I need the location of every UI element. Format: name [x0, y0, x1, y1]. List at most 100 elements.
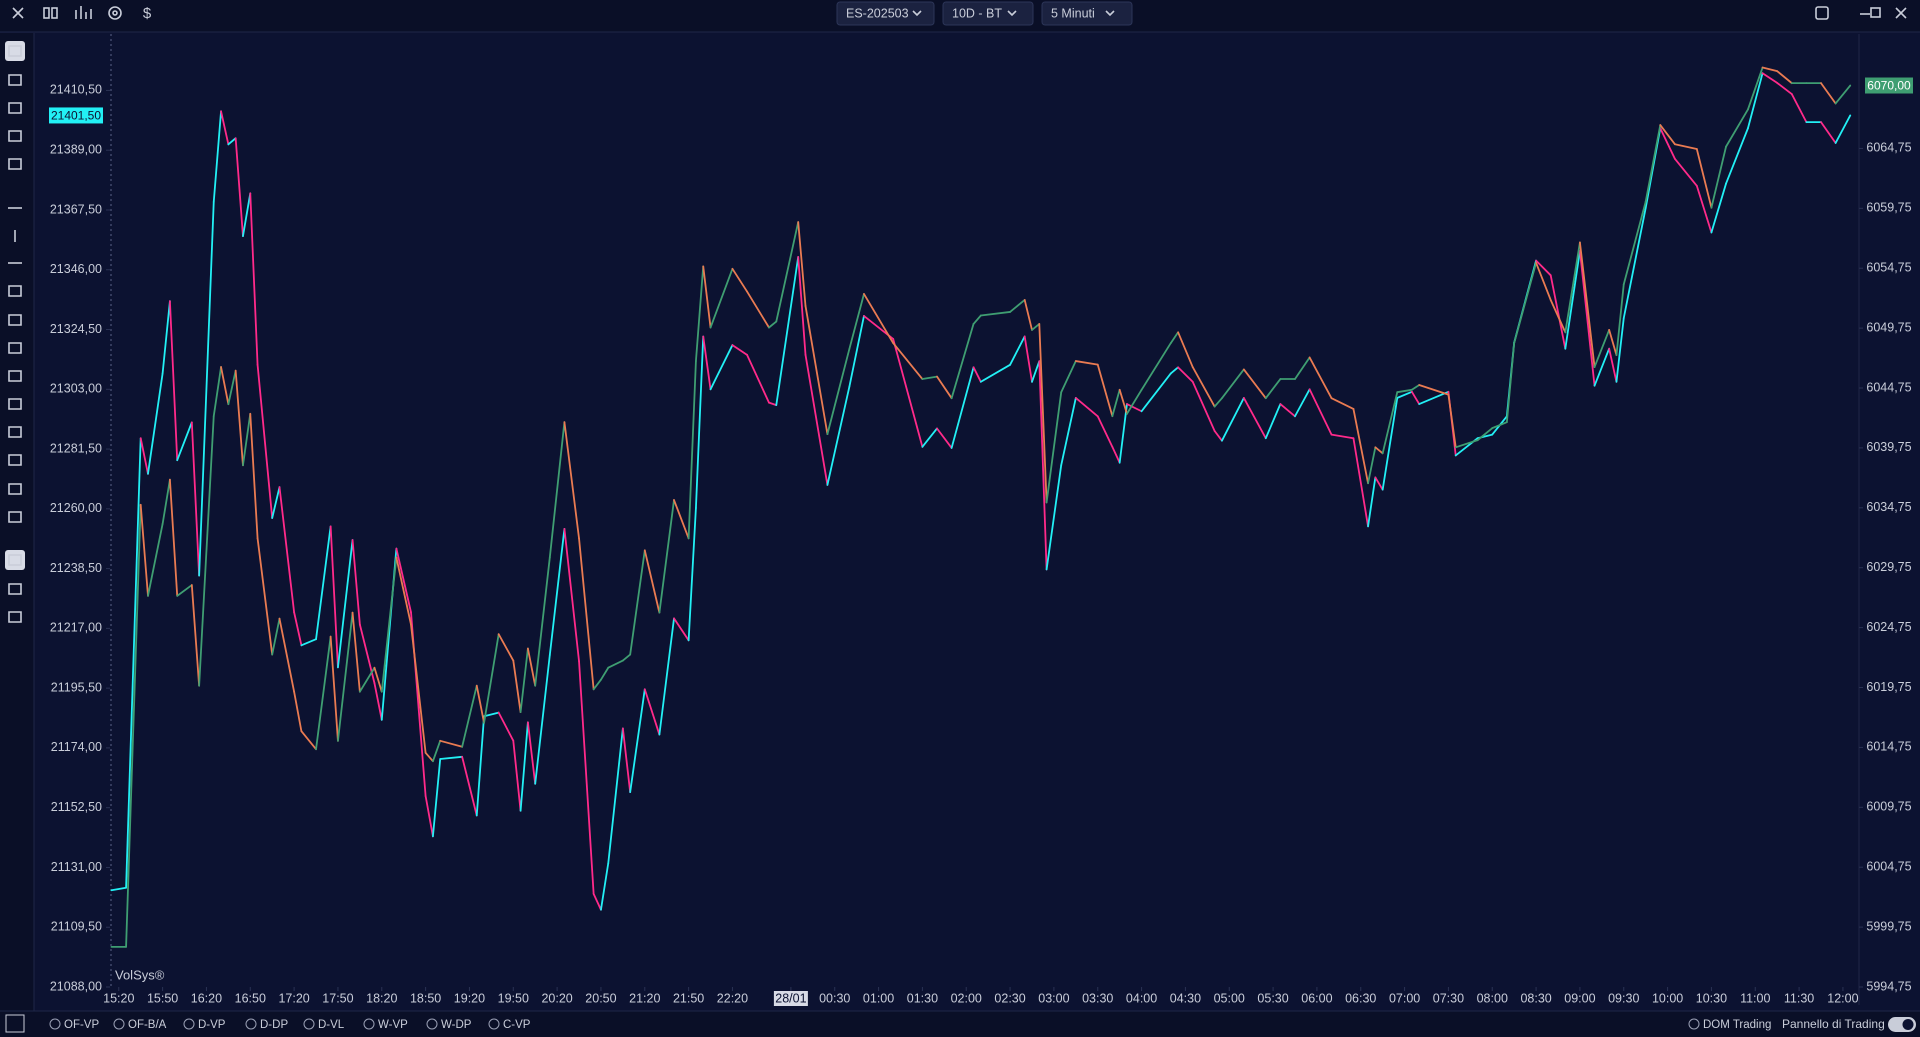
line-segment	[1169, 366, 1180, 375]
line-segment	[212, 110, 222, 203]
line-segment	[600, 862, 610, 911]
line-segment	[1096, 415, 1114, 448]
y2-tick-label: 5999,75	[1866, 919, 1911, 933]
y-tick-label: 21346,00	[50, 262, 102, 276]
study-radio[interactable]	[363, 1018, 375, 1030]
study-radio[interactable]	[49, 1018, 61, 1030]
line-segment	[1140, 372, 1172, 413]
tool-icon[interactable]	[8, 285, 22, 297]
line-segment	[658, 617, 675, 736]
x-tick-label: 03:00	[1038, 991, 1069, 1005]
y2-tick-label: 6024,75	[1866, 620, 1911, 634]
tool-icon[interactable]	[8, 102, 22, 114]
line-segment	[1242, 368, 1267, 400]
study-radio[interactable]	[303, 1018, 315, 1030]
line-segment	[1622, 200, 1647, 286]
tool-icon[interactable]	[8, 130, 22, 142]
study-radio[interactable]	[113, 1018, 125, 1030]
line-segment	[1396, 388, 1413, 394]
x-tick-label: 20:20	[541, 991, 572, 1005]
tool-icon[interactable]	[8, 426, 22, 438]
x-tick-label: 01:30	[907, 991, 938, 1005]
tool-icon[interactable]	[8, 483, 22, 495]
chart-type-button[interactable]	[75, 6, 92, 19]
range-text: 10D - BT	[952, 6, 1002, 20]
line-segment	[329, 635, 339, 742]
y-tick-label: 21303,00	[50, 382, 102, 396]
tool-icon[interactable]	[8, 370, 22, 382]
y-tick-label: 21195,50	[51, 680, 102, 694]
line-segment	[1367, 446, 1377, 485]
window-buttons[interactable]	[1815, 6, 1907, 20]
y-tick-label: 21109,50	[51, 920, 102, 934]
tool-icon[interactable]	[8, 554, 22, 566]
study-radio[interactable]	[488, 1018, 500, 1030]
line-segment	[1308, 356, 1333, 400]
line-segment	[563, 421, 580, 540]
last-price-box	[49, 107, 103, 124]
line-segment	[1126, 403, 1143, 413]
layout-button[interactable]	[43, 7, 58, 19]
x-tick-label: 19:20	[454, 991, 485, 1005]
tool-selected[interactable]	[5, 41, 25, 61]
line-segment	[709, 344, 734, 391]
symbol-dropdown[interactable]: ES-202503	[836, 1, 935, 26]
panel-button[interactable]	[5, 1014, 25, 1033]
line-segment	[358, 666, 376, 693]
panel-toggle-knob[interactable]	[1902, 1019, 1914, 1030]
line-segment	[1513, 261, 1537, 344]
study-radio[interactable]	[245, 1018, 257, 1030]
y-tick-label: 21410,50	[50, 83, 102, 97]
y-tick-label: 21152,50	[51, 800, 102, 814]
study-radio[interactable]	[183, 1018, 195, 1030]
y2-tick-label: 6009,75	[1866, 800, 1911, 814]
tool-icon[interactable]	[8, 342, 22, 354]
range-dropdown[interactable]: 10D - BT	[942, 1, 1034, 26]
settings-button[interactable]	[108, 6, 122, 20]
line-segment	[797, 256, 807, 356]
close-button[interactable]	[12, 7, 24, 19]
x-tick-label: 04:00	[1126, 991, 1157, 1005]
line-segment	[607, 659, 624, 669]
line-segment	[1023, 335, 1033, 383]
tool-icon[interactable]	[8, 314, 22, 326]
line-segment	[526, 647, 537, 687]
tool-icon[interactable]	[8, 511, 22, 523]
line-segment	[169, 478, 179, 597]
line-segment	[1031, 323, 1041, 331]
interval-dropdown[interactable]: 5 Minuti	[1041, 1, 1133, 26]
tool-icon[interactable]	[8, 398, 22, 410]
line-segment	[643, 549, 661, 614]
line-segment	[1615, 317, 1625, 383]
line-segment	[1410, 384, 1421, 391]
line-segment	[1396, 390, 1413, 399]
currency-button[interactable]: $	[143, 5, 152, 22]
x-tick-label: 16:20	[191, 991, 222, 1005]
tool-icon[interactable]	[8, 158, 22, 170]
line-segment	[395, 556, 412, 626]
line-segment	[278, 617, 296, 693]
tool-icon[interactable]	[8, 611, 22, 623]
x-tick-label: 16:50	[235, 991, 266, 1005]
study-radio[interactable]	[426, 1018, 438, 1030]
dom-radio[interactable]	[1688, 1018, 1700, 1030]
tool-icons[interactable]	[5, 41, 25, 623]
line-segment	[1608, 347, 1618, 383]
line-segment	[979, 311, 1011, 317]
bottom-bar	[0, 1011, 1920, 1037]
line-segment	[1820, 121, 1837, 144]
dom-label: DOM Trading	[1703, 1019, 1771, 1031]
tool-icon[interactable]	[8, 74, 22, 86]
tool-icon[interactable]	[8, 45, 22, 57]
tool-icon[interactable]	[8, 454, 22, 466]
tool-selected[interactable]	[5, 550, 25, 570]
line-segment	[161, 478, 171, 525]
line-segment	[1374, 446, 1384, 455]
y2-tick-label: 6044,75	[1866, 380, 1911, 394]
line-segment	[271, 617, 281, 656]
tool-icon[interactable]	[8, 583, 22, 595]
line-segment	[1045, 391, 1063, 504]
line-segment	[607, 727, 624, 865]
line-segment	[512, 659, 522, 713]
